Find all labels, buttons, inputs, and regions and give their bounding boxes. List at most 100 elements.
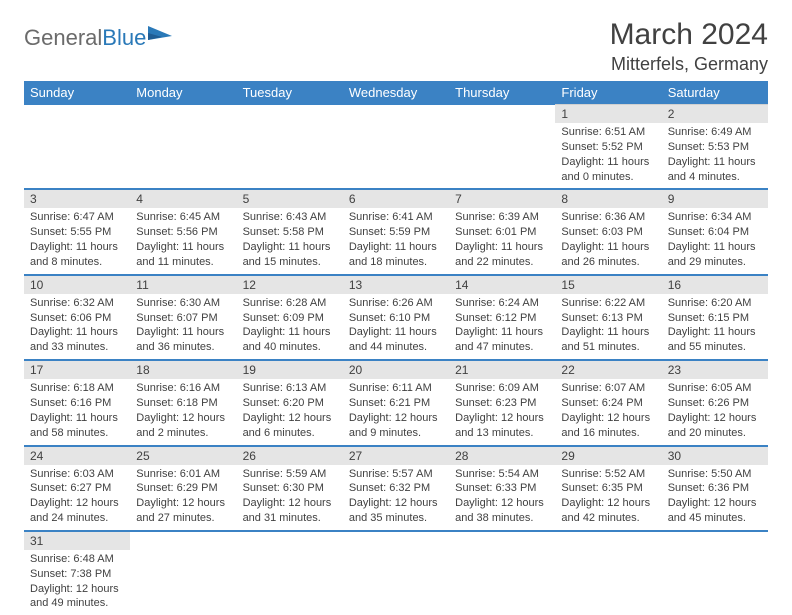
daylight-text-1: Daylight: 11 hours bbox=[455, 240, 549, 255]
location: Mitterfels, Germany bbox=[610, 54, 768, 75]
daylight-text-1: Daylight: 11 hours bbox=[243, 240, 337, 255]
day-number-cell bbox=[130, 105, 236, 124]
day-number-cell: 8 bbox=[555, 189, 661, 208]
daylight-text-2: and 51 minutes. bbox=[561, 340, 655, 355]
daylight-text-1: Daylight: 12 hours bbox=[561, 496, 655, 511]
day-number-cell: 28 bbox=[449, 446, 555, 465]
daylight-text-1: Daylight: 11 hours bbox=[30, 240, 124, 255]
day-detail-cell: Sunrise: 6:07 AMSunset: 6:24 PMDaylight:… bbox=[555, 379, 661, 445]
sunrise-text: Sunrise: 6:43 AM bbox=[243, 210, 337, 225]
sunset-text: Sunset: 6:12 PM bbox=[455, 311, 549, 326]
day-detail-cell bbox=[130, 123, 236, 189]
daylight-text-1: Daylight: 11 hours bbox=[349, 325, 443, 340]
daylight-text-1: Daylight: 12 hours bbox=[668, 411, 762, 426]
daylight-text-2: and 26 minutes. bbox=[561, 255, 655, 270]
day-number-cell: 22 bbox=[555, 360, 661, 379]
daylight-text-2: and 55 minutes. bbox=[668, 340, 762, 355]
sunset-text: Sunset: 6:33 PM bbox=[455, 481, 549, 496]
day-detail-cell: Sunrise: 6:48 AMSunset: 7:38 PMDaylight:… bbox=[24, 550, 130, 615]
sunrise-text: Sunrise: 6:48 AM bbox=[30, 552, 124, 567]
sunrise-text: Sunrise: 5:59 AM bbox=[243, 467, 337, 482]
sunset-text: Sunset: 6:13 PM bbox=[561, 311, 655, 326]
day-number-cell: 5 bbox=[237, 189, 343, 208]
day-detail-cell: Sunrise: 6:09 AMSunset: 6:23 PMDaylight:… bbox=[449, 379, 555, 445]
sunset-text: Sunset: 6:10 PM bbox=[349, 311, 443, 326]
daylight-text-2: and 45 minutes. bbox=[668, 511, 762, 526]
sunset-text: Sunset: 6:24 PM bbox=[561, 396, 655, 411]
sunset-text: Sunset: 6:07 PM bbox=[136, 311, 230, 326]
daylight-text-2: and 8 minutes. bbox=[30, 255, 124, 270]
sunset-text: Sunset: 6:06 PM bbox=[30, 311, 124, 326]
sunrise-text: Sunrise: 6:36 AM bbox=[561, 210, 655, 225]
title-block: March 2024 Mitterfels, Germany bbox=[610, 18, 768, 75]
daylight-text-2: and 22 minutes. bbox=[455, 255, 549, 270]
sunset-text: Sunset: 6:35 PM bbox=[561, 481, 655, 496]
day-number-cell bbox=[237, 105, 343, 124]
day-detail-cell: Sunrise: 5:57 AMSunset: 6:32 PMDaylight:… bbox=[343, 465, 449, 531]
day-detail-cell: Sunrise: 6:03 AMSunset: 6:27 PMDaylight:… bbox=[24, 465, 130, 531]
day-detail-cell: Sunrise: 6:28 AMSunset: 6:09 PMDaylight:… bbox=[237, 294, 343, 360]
day-detail-cell bbox=[449, 123, 555, 189]
daylight-text-2: and 24 minutes. bbox=[30, 511, 124, 526]
daylight-text-1: Daylight: 11 hours bbox=[455, 325, 549, 340]
daynum-row: 17181920212223 bbox=[24, 360, 768, 379]
daylight-text-2: and 9 minutes. bbox=[349, 426, 443, 441]
daylight-text-2: and 44 minutes. bbox=[349, 340, 443, 355]
daylight-text-1: Daylight: 11 hours bbox=[349, 240, 443, 255]
daylight-text-2: and 15 minutes. bbox=[243, 255, 337, 270]
sunrise-text: Sunrise: 6:41 AM bbox=[349, 210, 443, 225]
day-number-cell bbox=[555, 531, 661, 550]
daylight-text-2: and 31 minutes. bbox=[243, 511, 337, 526]
daylight-text-1: Daylight: 11 hours bbox=[243, 325, 337, 340]
daylight-text-1: Daylight: 11 hours bbox=[561, 240, 655, 255]
day-detail-cell bbox=[237, 123, 343, 189]
weekday-header: Saturday bbox=[662, 81, 768, 105]
sunset-text: Sunset: 6:36 PM bbox=[668, 481, 762, 496]
day-number-cell: 12 bbox=[237, 275, 343, 294]
day-number-cell: 2 bbox=[662, 105, 768, 124]
sunrise-text: Sunrise: 6:09 AM bbox=[455, 381, 549, 396]
day-number-cell bbox=[130, 531, 236, 550]
daylight-text-2: and 40 minutes. bbox=[243, 340, 337, 355]
sunset-text: Sunset: 6:30 PM bbox=[243, 481, 337, 496]
sunrise-text: Sunrise: 5:50 AM bbox=[668, 467, 762, 482]
daynum-row: 31 bbox=[24, 531, 768, 550]
daylight-text-1: Daylight: 12 hours bbox=[349, 411, 443, 426]
daylight-text-2: and 18 minutes. bbox=[349, 255, 443, 270]
day-detail-cell bbox=[555, 550, 661, 615]
daylight-text-1: Daylight: 12 hours bbox=[30, 496, 124, 511]
sunset-text: Sunset: 7:38 PM bbox=[30, 567, 124, 582]
sunset-text: Sunset: 6:29 PM bbox=[136, 481, 230, 496]
day-detail-cell: Sunrise: 6:26 AMSunset: 6:10 PMDaylight:… bbox=[343, 294, 449, 360]
daylight-text-2: and 42 minutes. bbox=[561, 511, 655, 526]
day-number-cell bbox=[343, 105, 449, 124]
weekday-header: Tuesday bbox=[237, 81, 343, 105]
day-detail-cell: Sunrise: 6:22 AMSunset: 6:13 PMDaylight:… bbox=[555, 294, 661, 360]
day-number-cell: 7 bbox=[449, 189, 555, 208]
sunrise-text: Sunrise: 6:18 AM bbox=[30, 381, 124, 396]
daylight-text-1: Daylight: 11 hours bbox=[136, 325, 230, 340]
daylight-text-1: Daylight: 12 hours bbox=[561, 411, 655, 426]
daylight-text-1: Daylight: 11 hours bbox=[30, 325, 124, 340]
daylight-text-1: Daylight: 12 hours bbox=[455, 411, 549, 426]
day-number-cell: 11 bbox=[130, 275, 236, 294]
day-number-cell: 25 bbox=[130, 446, 236, 465]
day-number-cell: 21 bbox=[449, 360, 555, 379]
daylight-text-2: and 13 minutes. bbox=[455, 426, 549, 441]
sunset-text: Sunset: 6:21 PM bbox=[349, 396, 443, 411]
sunset-text: Sunset: 6:09 PM bbox=[243, 311, 337, 326]
day-detail-cell: Sunrise: 6:32 AMSunset: 6:06 PMDaylight:… bbox=[24, 294, 130, 360]
day-number-cell: 15 bbox=[555, 275, 661, 294]
day-detail-cell: Sunrise: 5:52 AMSunset: 6:35 PMDaylight:… bbox=[555, 465, 661, 531]
daylight-text-2: and 6 minutes. bbox=[243, 426, 337, 441]
daylight-text-2: and 47 minutes. bbox=[455, 340, 549, 355]
daylight-text-2: and 20 minutes. bbox=[668, 426, 762, 441]
day-number-cell: 20 bbox=[343, 360, 449, 379]
sunset-text: Sunset: 5:53 PM bbox=[668, 140, 762, 155]
detail-row: Sunrise: 6:51 AMSunset: 5:52 PMDaylight:… bbox=[24, 123, 768, 189]
sunset-text: Sunset: 6:18 PM bbox=[136, 396, 230, 411]
sunset-text: Sunset: 6:01 PM bbox=[455, 225, 549, 240]
sunrise-text: Sunrise: 6:39 AM bbox=[455, 210, 549, 225]
sunset-text: Sunset: 6:15 PM bbox=[668, 311, 762, 326]
day-number-cell: 27 bbox=[343, 446, 449, 465]
